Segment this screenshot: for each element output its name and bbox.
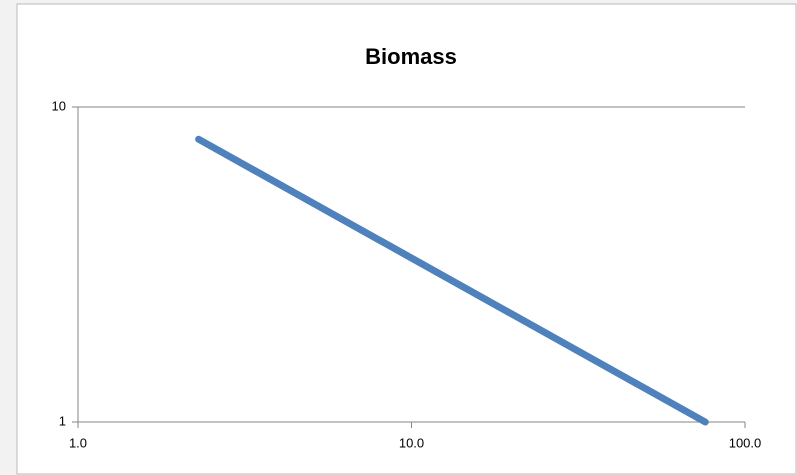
x-tick-label: 100.0 [729,435,762,450]
x-tick-label: 1.0 [69,435,87,450]
y-tick-label: 1 [59,413,66,428]
x-tick-label: 10.0 [399,435,424,450]
chart-title: Biomass [365,44,457,69]
y-tick-label: 10 [52,98,66,113]
data-line [195,135,709,426]
chart-frame [16,3,797,475]
